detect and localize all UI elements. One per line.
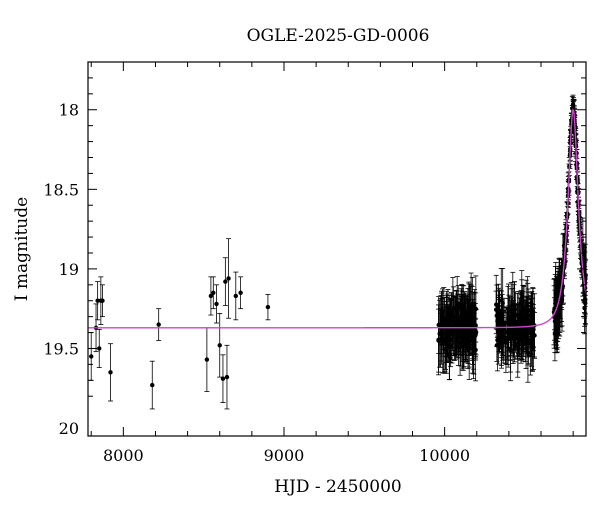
chart-title: OGLE-2025-GD-0006 bbox=[247, 26, 430, 46]
data-point bbox=[455, 308, 461, 366]
y-axis-label: I magnitude bbox=[12, 197, 32, 301]
data-point bbox=[463, 315, 469, 363]
data-point bbox=[496, 297, 502, 346]
x-axis-label: HJD - 2450000 bbox=[274, 477, 402, 497]
data-point bbox=[217, 313, 223, 378]
data-point bbox=[473, 318, 479, 382]
x-tick-label: 10000 bbox=[419, 446, 470, 465]
x-tick-label: 9000 bbox=[264, 446, 305, 465]
data-point bbox=[470, 302, 476, 365]
data-point bbox=[527, 311, 533, 376]
y-tick-label: 19 bbox=[59, 260, 79, 279]
data-point bbox=[494, 284, 500, 347]
data-point bbox=[95, 281, 101, 321]
y-tick-label: 18 bbox=[59, 101, 79, 120]
data-point bbox=[204, 327, 210, 392]
data-point bbox=[214, 284, 220, 324]
data-point bbox=[149, 360, 155, 410]
data-point bbox=[508, 319, 514, 382]
data-point bbox=[518, 301, 524, 357]
data-point bbox=[224, 344, 230, 410]
data-point bbox=[515, 314, 521, 373]
plot-frame bbox=[87, 61, 587, 437]
data-point bbox=[439, 288, 445, 346]
data-point bbox=[472, 317, 478, 355]
data-point bbox=[210, 276, 216, 310]
data-point bbox=[156, 308, 162, 341]
x-tick-label: 8000 bbox=[103, 446, 144, 465]
data-point bbox=[500, 268, 506, 338]
data-point bbox=[445, 301, 451, 363]
data-point bbox=[528, 294, 534, 344]
data-point bbox=[233, 271, 239, 321]
data-point bbox=[208, 276, 214, 316]
axis-layer: 8000 9000 10000 18 18.5 19 19.5 20 bbox=[43, 62, 586, 465]
data-point bbox=[450, 286, 456, 357]
data-point bbox=[88, 332, 94, 381]
data-point bbox=[504, 311, 510, 366]
data-point bbox=[521, 284, 527, 351]
y-tick-label: 20 bbox=[59, 419, 79, 438]
data-point bbox=[513, 291, 519, 353]
y-tick-label: 18.5 bbox=[43, 180, 79, 199]
data-point bbox=[505, 285, 511, 332]
data-point bbox=[499, 305, 505, 369]
data-point bbox=[459, 321, 465, 362]
data-point bbox=[107, 343, 113, 402]
data-point bbox=[525, 296, 531, 348]
data-layer bbox=[88, 94, 589, 410]
model-layer bbox=[88, 108, 587, 329]
data-point bbox=[443, 295, 449, 354]
data-point bbox=[459, 284, 465, 324]
model-curve bbox=[88, 108, 587, 329]
y-tick-label: 19.5 bbox=[43, 339, 79, 358]
data-point bbox=[226, 238, 232, 319]
data-point bbox=[99, 284, 105, 318]
data-point bbox=[265, 293, 271, 321]
data-point bbox=[220, 354, 226, 403]
data-point bbox=[96, 328, 102, 368]
data-point bbox=[238, 276, 244, 310]
data-point bbox=[222, 257, 228, 306]
